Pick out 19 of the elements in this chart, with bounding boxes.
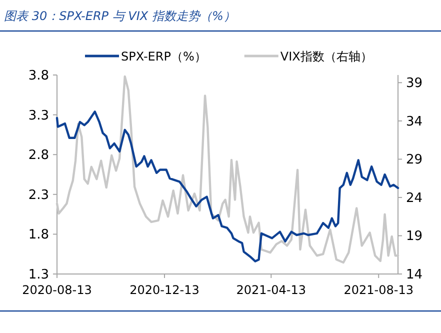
- x-tick-label: 2021-08-13: [344, 283, 414, 297]
- y-tick-label: 2.8: [28, 148, 49, 164]
- x-tick-label: 2021-04-13: [236, 283, 306, 297]
- y2-tick-label: 14: [406, 268, 423, 282]
- x-tick-label: 2020-12-13: [130, 283, 200, 297]
- y2-tick-label: 29: [406, 152, 423, 168]
- chart-title: 图表 30：SPX-ERP 与 VIX 指数走势（%）: [4, 9, 236, 23]
- y-tick-label: 2.3: [28, 188, 49, 203]
- y2-tick-label: 19: [406, 229, 423, 244]
- y-tick-label: 1.3: [28, 268, 49, 282]
- legend-label: VIX指数（右轴）: [280, 50, 372, 64]
- y2-tick-label: 39: [406, 76, 423, 92]
- y2-tick-label: 34: [406, 114, 423, 130]
- x-tick-label: 2020-08-13: [22, 283, 92, 297]
- y-tick-label: 3.3: [28, 108, 49, 124]
- legend-label: SPX-ERP（%）: [121, 50, 206, 64]
- y-tick-label: 3.8: [28, 68, 49, 84]
- y-tick-label: 1.8: [28, 228, 49, 243]
- y2-tick-label: 24: [406, 190, 423, 206]
